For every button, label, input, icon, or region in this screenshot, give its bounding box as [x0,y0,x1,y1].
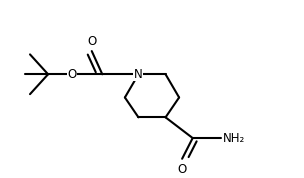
Text: O: O [87,35,96,48]
Text: N: N [134,68,143,81]
Text: NH₂: NH₂ [223,132,245,145]
Text: O: O [178,163,187,176]
Text: O: O [67,68,77,81]
